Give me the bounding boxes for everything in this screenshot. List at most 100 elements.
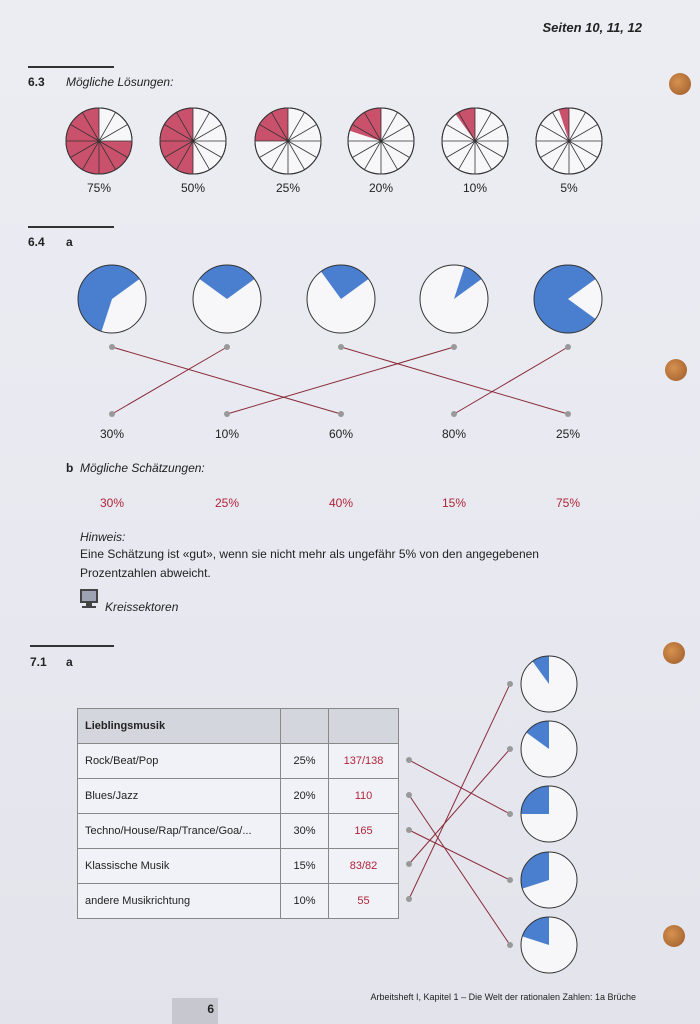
pie-6-3-spoke: [287, 112, 305, 142]
pie-6-4-sector: [454, 266, 482, 299]
pie-6-3-spoke: [287, 140, 317, 158]
punch-hole: [665, 359, 687, 381]
pie-6-3-label: 75%: [86, 181, 112, 195]
connector-dot: [406, 757, 412, 763]
estimate-value: 25%: [214, 496, 240, 510]
pie-6-3-spoke: [364, 140, 382, 170]
pie-6-3-spoke: [287, 124, 317, 142]
hint-line-2: Prozentzahlen abweicht.: [80, 566, 211, 580]
pie-6-3-spoke: [192, 112, 210, 142]
connector-dot: [565, 411, 571, 417]
section-rule: [30, 645, 114, 647]
match-line-6-4: [111, 346, 228, 415]
value-cell: 137/138: [328, 743, 399, 779]
connector-dot: [406, 792, 412, 798]
percent-label-6-4: 60%: [328, 427, 354, 441]
pie-6-3-spoke: [271, 140, 289, 170]
pie-6-3-outline: [65, 107, 133, 175]
pie-7-1-outline: [520, 851, 578, 909]
pie-6-3-spoke: [552, 112, 570, 142]
genre-cell: Blues/Jazz: [77, 778, 281, 814]
pie-6-3-spoke: [98, 140, 128, 158]
hint-title: Hinweis:: [80, 530, 126, 544]
pie-6-3-outline: [441, 107, 509, 175]
estimate-value: 15%: [441, 496, 467, 510]
genre-cell: Rock/Beat/Pop: [77, 743, 281, 779]
connector-dot: [507, 746, 513, 752]
value-cell: 55: [328, 883, 399, 919]
pie-6-3-spoke: [474, 124, 504, 142]
pie-6-3-spoke: [70, 124, 100, 142]
pie-6-3-spoke: [176, 112, 194, 142]
pie-6-3-spoke: [552, 140, 570, 170]
connector-dot: [507, 681, 513, 687]
part-label-a: a: [66, 655, 73, 669]
section-rule: [28, 226, 114, 228]
percent-cell: 15%: [280, 848, 329, 884]
music-table: Lieblingsmusik Rock/Beat/Pop 25% 137/138…: [77, 708, 399, 919]
section-label: Mögliche Lösungen:: [66, 75, 174, 89]
pie-6-3-sector: [255, 108, 288, 141]
footer-caption: Arbeitsheft I, Kapitel 1 – Die Welt der …: [370, 992, 636, 1002]
pie-6-3-spoke: [352, 124, 382, 142]
pie-7-1-outline: [520, 720, 578, 778]
connector-dot: [109, 411, 115, 417]
pie-7-1-sector: [532, 656, 549, 684]
page-number: 6: [172, 998, 218, 1024]
connector-dot: [338, 411, 344, 417]
pie-6-3-spoke: [380, 124, 410, 142]
pie-6-3-spoke: [271, 112, 289, 142]
computer-link-label[interactable]: Kreissektoren: [105, 600, 179, 614]
pie-6-3-spoke: [458, 140, 476, 170]
pie-6-3-outline: [535, 107, 603, 175]
pie-6-3-spoke: [364, 112, 382, 142]
pie-6-3-spoke: [176, 140, 194, 170]
pie-7-1-outline: [520, 916, 578, 974]
punch-hole: [663, 642, 685, 664]
pie-6-3-spoke: [568, 124, 598, 142]
pie-6-3-spoke: [540, 124, 570, 142]
connector-dot: [406, 827, 412, 833]
pie-6-4-outline: [419, 264, 489, 334]
pie-6-3-spoke: [259, 124, 289, 142]
estimate-value: 40%: [328, 496, 354, 510]
pie-6-3-spoke: [192, 124, 222, 142]
pie-6-3-outline: [159, 107, 227, 175]
match-line-7-1: [408, 829, 511, 881]
percent-label-6-4: 10%: [214, 427, 240, 441]
pie-6-3-spoke: [98, 124, 128, 142]
value-cell: 83/82: [328, 848, 399, 884]
estimate-value: 75%: [555, 496, 581, 510]
pie-6-3-spoke: [380, 140, 398, 170]
pie-6-3-label: 5%: [560, 181, 578, 195]
pie-6-3-spoke: [474, 140, 504, 158]
pie-7-1-sector: [526, 721, 549, 749]
connector-dot: [507, 811, 513, 817]
pie-6-3-label: 50%: [180, 181, 206, 195]
connector-dot: [406, 896, 412, 902]
section-number: 7.1: [30, 655, 47, 669]
pie-7-1-outline: [520, 785, 578, 843]
match-line-6-4: [453, 346, 569, 415]
pie-6-3-sector: [558, 108, 569, 141]
page-reference: Seiten 10, 11, 12: [542, 20, 643, 35]
pie-7-1-sector: [522, 917, 549, 945]
pie-6-3-label: 10%: [462, 181, 488, 195]
punch-hole: [669, 73, 691, 95]
table-header-genre: Lieblingsmusik: [77, 708, 281, 744]
percent-label-6-4: 30%: [99, 427, 125, 441]
connector-dot: [224, 344, 230, 350]
pie-6-4-sector: [321, 264, 369, 299]
table-header-row: Lieblingsmusik: [77, 708, 399, 744]
percent-label-6-4: 25%: [555, 427, 581, 441]
match-line-6-4: [340, 346, 569, 415]
section-number: 6.3: [28, 75, 45, 89]
pie-6-3-spoke: [352, 140, 382, 158]
pie-6-4-outline: [192, 264, 262, 334]
pie-6-3-label: 25%: [275, 181, 301, 195]
punch-hole: [663, 925, 685, 947]
pie-6-3-spoke: [192, 140, 210, 170]
genre-cell: andere Musikrichtung: [77, 883, 281, 919]
